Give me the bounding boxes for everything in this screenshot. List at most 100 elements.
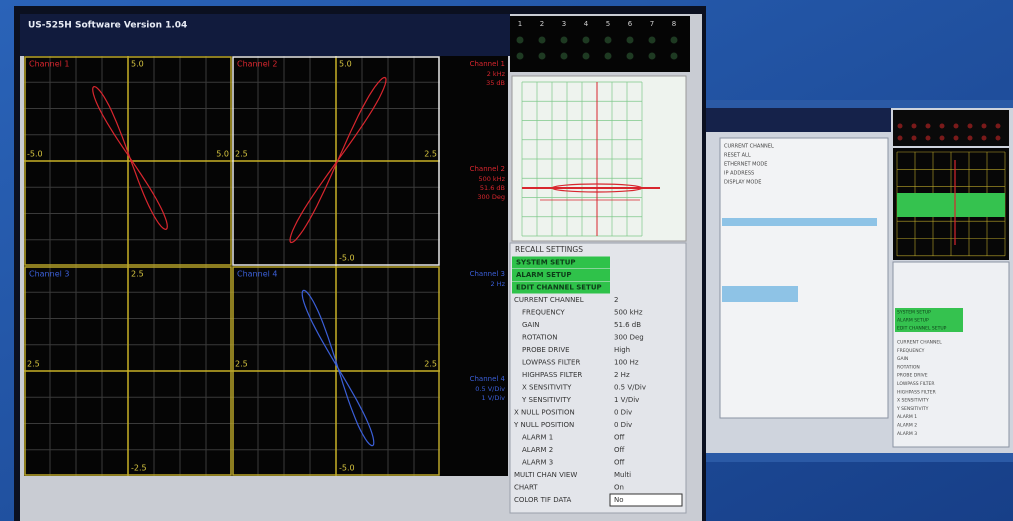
setting-label: ROTATION [522, 334, 557, 342]
setting-value: Off [614, 446, 625, 454]
indicator-led [648, 36, 656, 44]
axis-label: 5.0 [339, 60, 352, 69]
axis-label: 2.5 [131, 270, 144, 279]
setting-value: 0 Div [614, 421, 632, 429]
plot-area [24, 56, 440, 476]
indicator-led [995, 135, 1001, 141]
axis-label: -5.0 [339, 464, 355, 473]
info-line: 2 kHz [487, 70, 506, 78]
second-row: ROTATION [897, 364, 920, 370]
axis-label: 2.5 [235, 360, 248, 369]
indicator-led [911, 135, 917, 141]
info-header: Channel 1 [470, 60, 505, 68]
setting-value: 1 V/Div [614, 396, 639, 404]
quadrant-frame [24, 266, 232, 476]
channel-label: Channel 4 [237, 270, 277, 279]
second-button-label: EDIT CHANNEL SETUP [897, 326, 947, 332]
second-list-item: IP ADDRESS [724, 171, 754, 177]
axis-label: 2.5 [27, 360, 40, 369]
setting-label: MULTI CHAN VIEW [514, 471, 577, 479]
setting-value: High [614, 346, 630, 354]
indicator-led [897, 135, 903, 141]
setting-label: Y NULL POSITION [513, 421, 574, 429]
indicator-led [538, 52, 546, 60]
axis-label: 5.0 [216, 150, 229, 159]
channel-label: Channel 3 [29, 270, 69, 279]
indicator-led [981, 123, 987, 129]
second-list-item: DISPLAY MODE [724, 180, 761, 186]
info-line: 300 Deg [477, 193, 505, 201]
settings-button-label: ALARM SETUP [516, 271, 572, 279]
setting-value: 2 [614, 296, 618, 304]
indicator-led [604, 52, 612, 60]
setting-value: 2 Hz [614, 371, 630, 379]
second-row: CURRENT CHANNEL [897, 340, 942, 346]
second-row: ALARM 3 [897, 431, 917, 437]
channel-number: 6 [628, 20, 633, 28]
second-list-item: RESET ALL [724, 153, 751, 159]
settings-button-label: EDIT CHANNEL SETUP [516, 284, 602, 292]
settings-heading: RECALL SETTINGS [515, 245, 583, 254]
indicator-led [995, 123, 1001, 129]
indicator-led [516, 36, 524, 44]
indicator-led [670, 36, 678, 44]
settings-button[interactable] [512, 269, 610, 281]
signal-trace [289, 76, 387, 244]
indicator-led [626, 52, 634, 60]
setting-value: Off [614, 459, 625, 467]
channel-number: 7 [650, 20, 654, 28]
settings-button[interactable] [512, 281, 610, 294]
second-list-item: CURRENT CHANNEL [724, 144, 774, 150]
indicator-led [981, 135, 987, 141]
second-highlight [722, 218, 877, 226]
axis-label: -2.5 [131, 464, 147, 473]
settings-button-label: SYSTEM SETUP [516, 259, 576, 267]
setting-label: PROBE DRIVE [522, 346, 570, 354]
settings-button[interactable] [512, 256, 610, 269]
indicator-led [911, 123, 917, 129]
second-row: Y SENSITIVITY [896, 406, 929, 412]
indicator-led [953, 135, 959, 141]
channel-indicators [510, 16, 690, 72]
channel-number: 2 [540, 20, 544, 28]
second-row: LOWPASS FILTER [897, 381, 935, 387]
second-row: X SENSITIVITY [897, 398, 929, 404]
setting-value: 51.6 dB [614, 321, 641, 329]
setting-value: No [614, 496, 624, 504]
second-row: HIGHPASS FILTER [897, 389, 936, 395]
impedance-display [511, 75, 687, 242]
setting-label: Y SENSITIVITY [521, 396, 572, 404]
axis-label: 2.5 [424, 150, 437, 159]
indicator-led [516, 52, 524, 60]
quadrant-frame [232, 266, 440, 476]
channel-number: 4 [584, 20, 589, 28]
axis-label: -5.0 [339, 254, 355, 263]
setting-input[interactable] [609, 493, 683, 507]
setting-label: LOWPASS FILTER [522, 359, 580, 367]
info-line: 1 V/Div [482, 394, 506, 402]
title-bar [20, 14, 510, 56]
signal-band [897, 193, 1005, 217]
setting-label: HIGHPASS FILTER [522, 371, 582, 379]
info-line: 500 kHz [478, 175, 505, 183]
channel-number: 1 [518, 20, 522, 28]
info-header: Channel 4 [470, 375, 506, 383]
info-header: Channel 2 [470, 165, 505, 173]
indicator-led [648, 52, 656, 60]
channel-number: 3 [562, 20, 566, 28]
indicator-led [939, 135, 945, 141]
setting-value: 300 Deg [614, 334, 644, 342]
second-highlight [722, 286, 798, 302]
second-row: ALARM 2 [897, 423, 917, 429]
axis-label: 5.0 [131, 60, 144, 69]
axis-label: 2.5 [235, 150, 248, 159]
second-row: FREQUENCY [897, 348, 925, 354]
indicator-led [953, 123, 959, 129]
quadrant-frame [232, 56, 440, 266]
setting-label: ALARM 3 [522, 459, 553, 467]
setting-label: CURRENT CHANNEL [514, 296, 584, 304]
second-list-item: ETHERNET MODE [724, 162, 767, 168]
info-line: 2 Hz [490, 280, 505, 288]
indicator-led [967, 135, 973, 141]
